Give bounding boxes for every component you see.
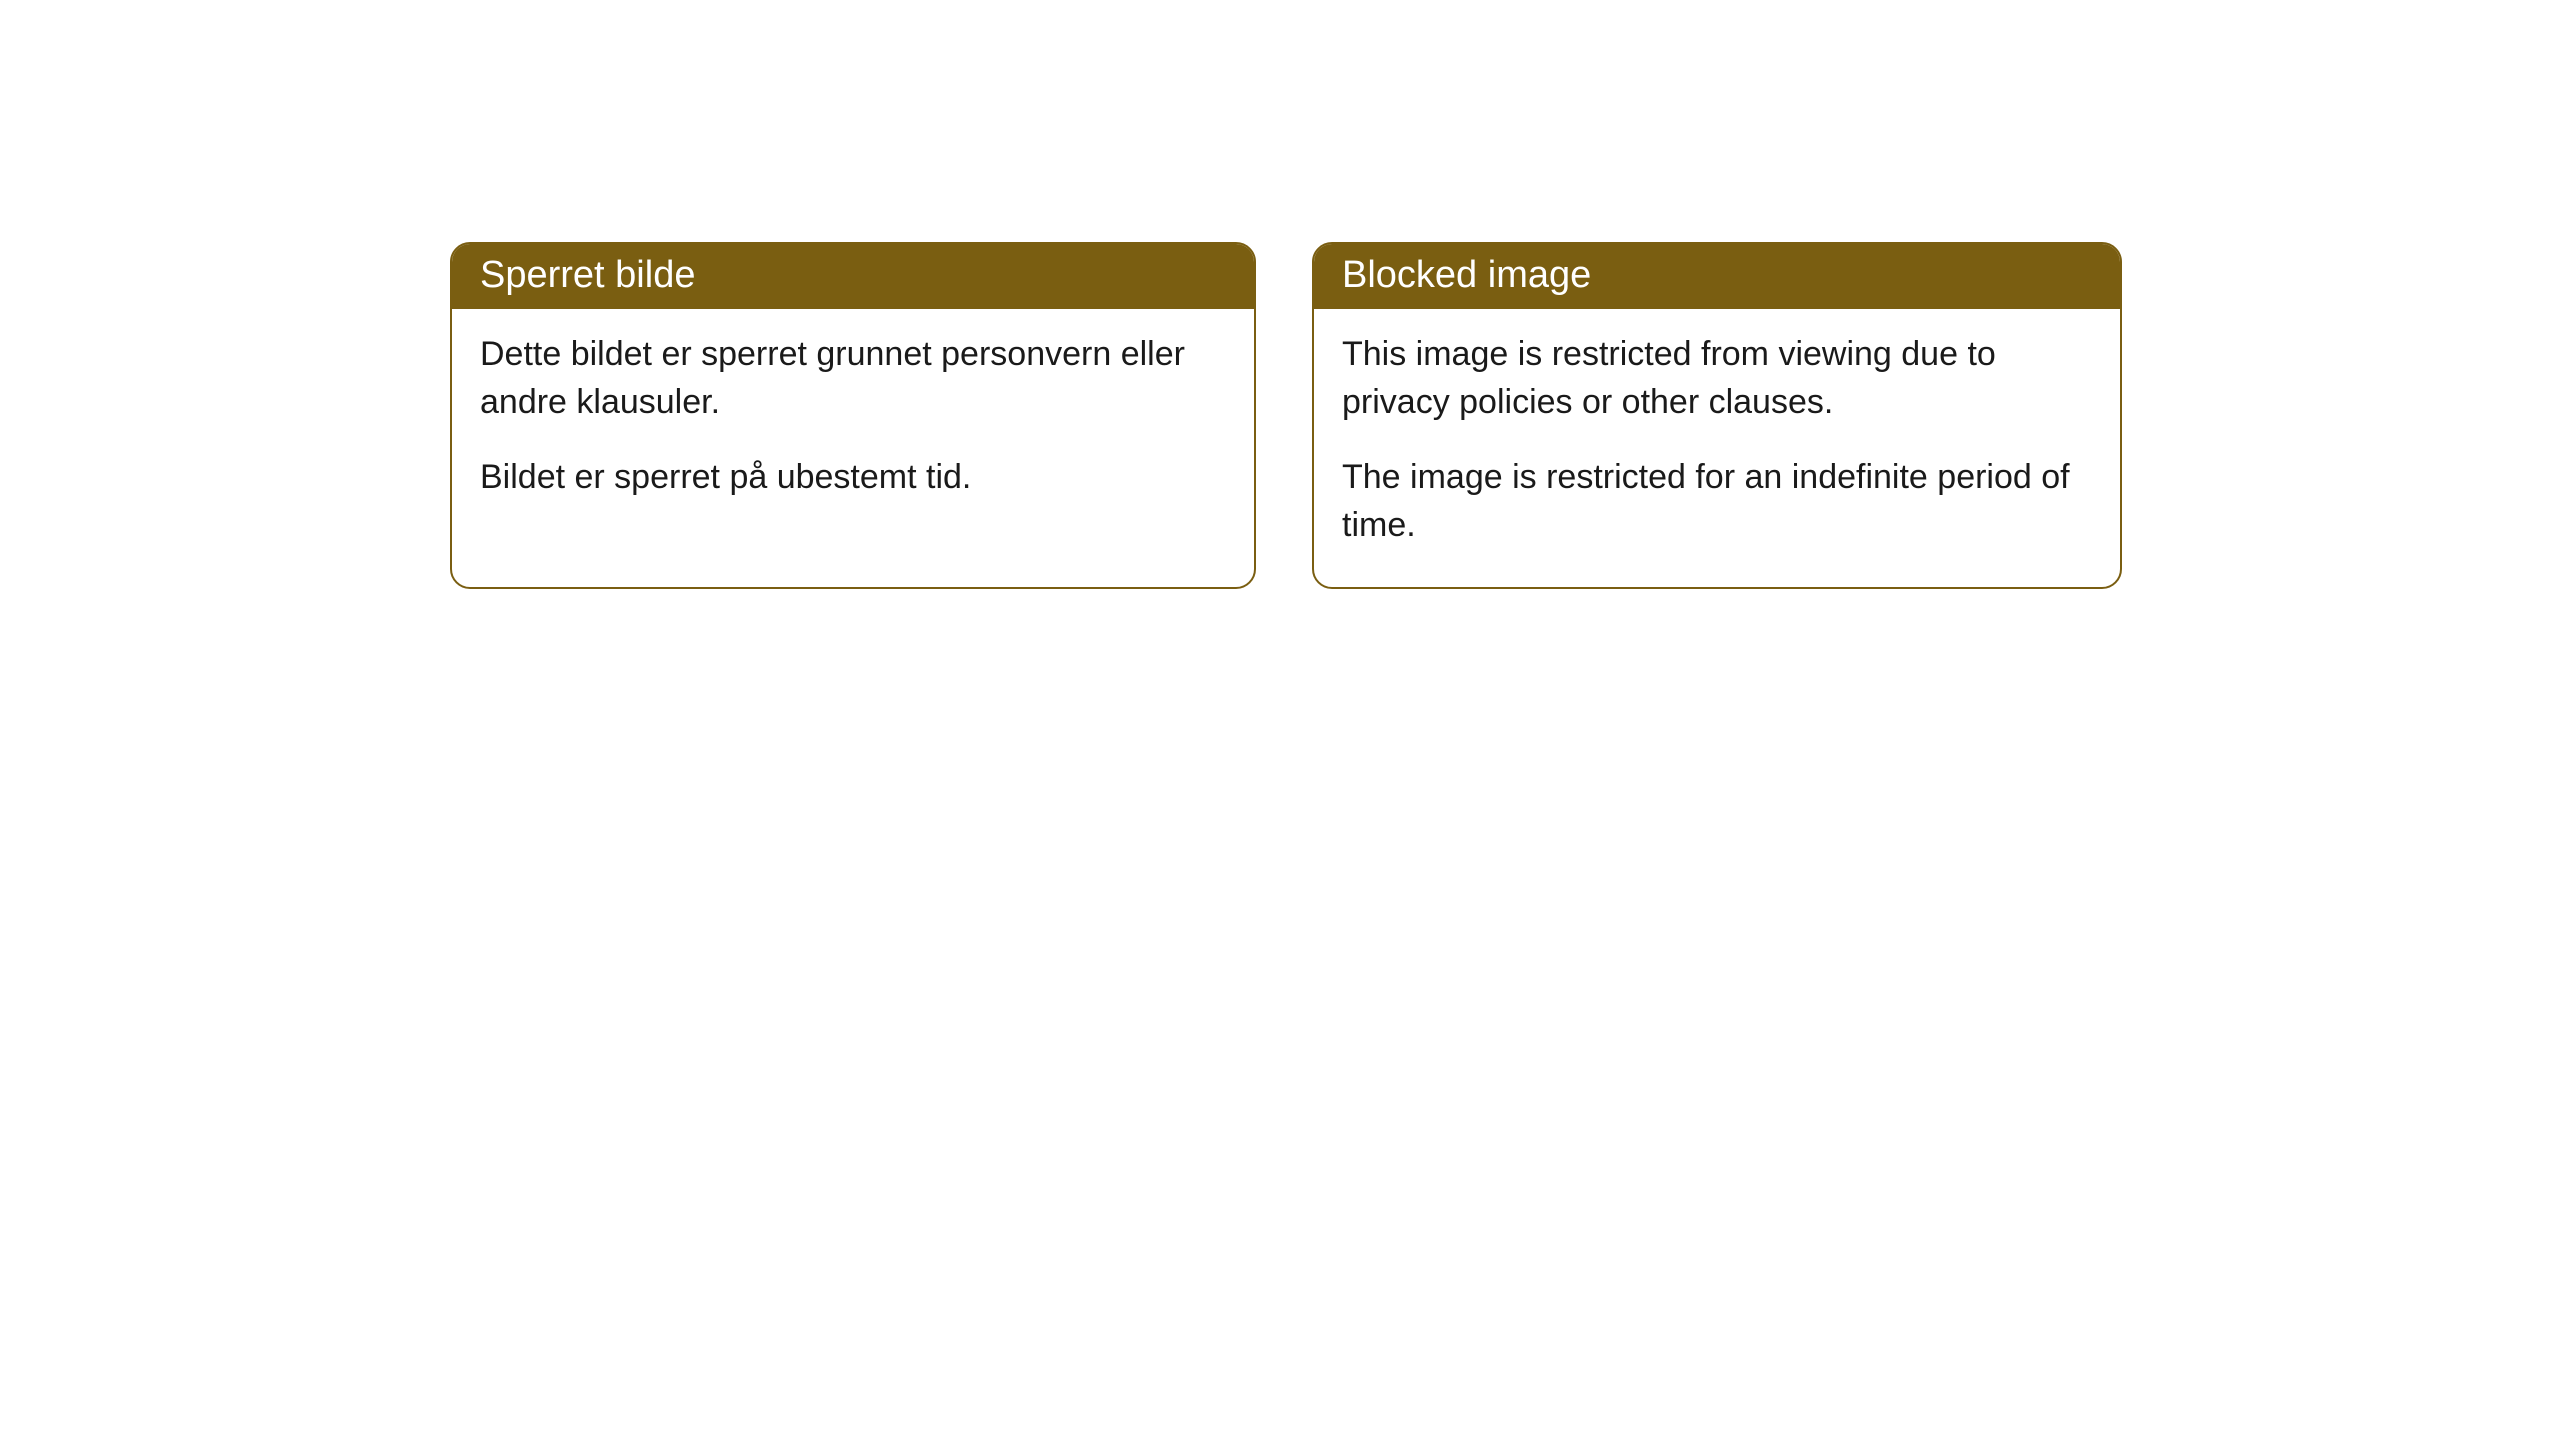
notice-title: Sperret bilde (480, 254, 695, 296)
notice-card-norwegian: Sperret bilde Dette bildet er sperret gr… (450, 242, 1256, 589)
notice-header-english: Blocked image (1314, 244, 2120, 309)
notice-paragraph-2: The image is restricted for an indefinit… (1342, 454, 2092, 549)
notice-body-norwegian: Dette bildet er sperret grunnet personve… (452, 309, 1254, 540)
notice-header-norwegian: Sperret bilde (452, 244, 1254, 309)
notice-body-english: This image is restricted from viewing du… (1314, 309, 2120, 587)
notice-card-english: Blocked image This image is restricted f… (1312, 242, 2122, 589)
notice-title: Blocked image (1342, 254, 1591, 296)
notice-container: Sperret bilde Dette bildet er sperret gr… (0, 0, 2560, 589)
notice-paragraph-1: This image is restricted from viewing du… (1342, 331, 2092, 426)
notice-paragraph-2: Bildet er sperret på ubestemt tid. (480, 454, 1226, 502)
notice-paragraph-1: Dette bildet er sperret grunnet personve… (480, 331, 1226, 426)
